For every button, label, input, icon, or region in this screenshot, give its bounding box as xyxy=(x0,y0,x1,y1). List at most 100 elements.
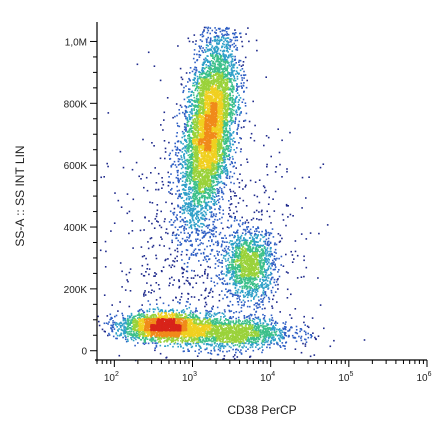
data-point xyxy=(277,288,279,290)
data-point xyxy=(209,253,212,255)
data-point xyxy=(210,192,212,194)
data-point xyxy=(243,345,245,347)
data-point xyxy=(183,112,186,115)
data-point xyxy=(251,288,254,290)
data-point xyxy=(205,207,208,210)
data-point xyxy=(289,131,291,134)
data-point xyxy=(278,330,281,333)
data-point xyxy=(227,150,230,152)
data-point xyxy=(217,165,220,168)
data-point xyxy=(261,333,264,335)
data-point xyxy=(231,91,234,94)
data-point xyxy=(209,69,212,72)
data-point xyxy=(235,246,238,249)
data-point xyxy=(215,318,217,321)
data-point xyxy=(265,284,268,286)
data-point xyxy=(255,286,257,289)
data-point xyxy=(223,142,225,145)
data-point xyxy=(251,338,253,341)
data-point xyxy=(259,250,261,253)
data-point xyxy=(271,328,274,331)
data-point xyxy=(224,135,226,137)
data-point xyxy=(195,67,197,69)
data-point xyxy=(145,336,148,338)
data-point xyxy=(213,174,216,177)
data-point xyxy=(134,344,136,347)
data-point xyxy=(220,180,223,183)
data-point xyxy=(240,247,242,250)
data-point xyxy=(206,203,208,206)
data-point xyxy=(128,232,130,235)
data-point xyxy=(206,209,209,211)
data-point xyxy=(226,73,228,76)
data-point xyxy=(140,273,143,275)
data-point xyxy=(317,277,319,279)
data-point xyxy=(218,69,221,71)
data-point xyxy=(194,106,196,108)
data-point xyxy=(272,262,274,264)
data-point xyxy=(215,47,218,49)
data-point xyxy=(261,339,264,342)
data-point xyxy=(185,111,187,114)
data-point xyxy=(133,332,135,335)
data-point xyxy=(214,226,216,229)
data-point xyxy=(262,322,264,324)
data-point xyxy=(272,259,274,262)
data-point xyxy=(177,45,179,47)
data-point xyxy=(249,179,252,182)
data-point xyxy=(220,271,222,274)
data-point xyxy=(172,299,174,302)
data-point xyxy=(225,260,227,262)
data-point xyxy=(190,109,193,111)
data-point xyxy=(149,303,151,306)
data-point xyxy=(257,303,259,306)
data-point xyxy=(230,63,233,65)
data-point xyxy=(244,292,247,294)
data-point xyxy=(232,247,235,249)
data-point xyxy=(250,286,252,289)
data-point xyxy=(205,232,207,235)
data-point xyxy=(206,60,209,62)
data-point xyxy=(185,183,188,186)
data-point xyxy=(183,282,186,285)
data-point xyxy=(206,197,209,200)
data-point xyxy=(224,54,226,56)
data-point xyxy=(274,321,277,324)
data-point xyxy=(190,179,193,181)
data-point xyxy=(204,202,207,205)
data-point xyxy=(202,252,205,255)
data-point xyxy=(224,310,226,313)
data-point xyxy=(217,27,220,30)
data-point xyxy=(143,315,145,317)
data-point xyxy=(168,310,170,313)
data-point xyxy=(214,65,216,67)
data-point xyxy=(122,166,125,169)
data-point xyxy=(189,343,192,345)
data-point xyxy=(217,182,219,185)
data-point xyxy=(184,181,187,183)
data-point xyxy=(282,265,285,267)
data-point xyxy=(190,224,193,226)
data-point xyxy=(143,314,146,316)
data-point xyxy=(129,327,132,329)
data-point xyxy=(193,191,196,193)
data-point xyxy=(258,270,261,273)
data-point xyxy=(236,71,239,74)
data-point xyxy=(246,305,249,308)
data-point xyxy=(227,290,230,292)
data-point xyxy=(225,130,228,132)
data-point xyxy=(232,279,235,281)
data-point xyxy=(267,250,269,253)
data-point xyxy=(248,315,250,317)
data-point xyxy=(192,195,195,197)
data-point xyxy=(229,78,231,81)
data-point xyxy=(223,150,225,153)
data-point xyxy=(196,59,199,61)
data-point xyxy=(172,311,174,314)
data-point xyxy=(281,237,283,240)
data-point xyxy=(295,325,298,328)
data-point xyxy=(247,226,250,228)
data-point xyxy=(186,317,188,319)
data-point xyxy=(286,168,288,170)
data-point xyxy=(266,260,269,262)
